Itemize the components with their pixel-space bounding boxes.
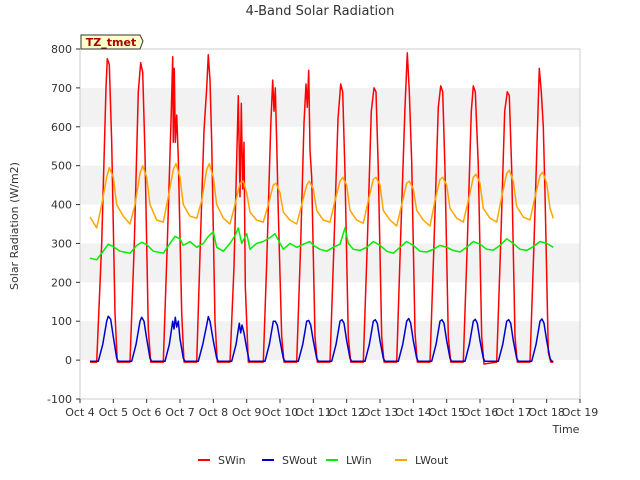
x-tick-label: Oct 6 <box>132 406 162 419</box>
chart-title: 4-Band Solar Radiation <box>246 4 395 19</box>
x-tick-label: Oct 7 <box>165 406 195 419</box>
x-tick-label: Oct 16 <box>462 406 499 419</box>
grid-bands <box>80 49 580 399</box>
series-line-swin <box>90 52 554 365</box>
x-tick-label: Oct 13 <box>362 406 399 419</box>
x-tick-label: Oct 5 <box>99 406 129 419</box>
y-tick-label: 400 <box>51 199 72 212</box>
y-tick-label: 800 <box>51 43 72 56</box>
legend-label-lwout: LWout <box>415 454 449 467</box>
grid-band <box>80 165 580 205</box>
x-tick-label: Oct 9 <box>232 406 262 419</box>
y-tick-label: 100 <box>51 315 72 328</box>
x-tick-label: Oct 10 <box>262 406 299 419</box>
legend: SWin SWout LWin LWout <box>198 454 449 467</box>
x-tick-label: Oct 15 <box>428 406 465 419</box>
x-tick-label: Oct 17 <box>495 406 532 419</box>
y-tick-label: 700 <box>51 82 72 95</box>
x-tick-label: Oct 4 <box>65 406 95 419</box>
site-label: TZ_tmet <box>86 36 136 49</box>
legend-label-lwin: LWin <box>346 454 372 467</box>
y-tick-label: 600 <box>51 121 72 134</box>
site-label-box: TZ_tmet <box>80 34 144 50</box>
y-tick-label: -100 <box>47 393 72 406</box>
legend-label-swout: SWout <box>282 454 318 467</box>
x-tick-label: Oct 12 <box>328 406 365 419</box>
series-layer <box>89 52 555 365</box>
series-line-lwout <box>89 162 555 229</box>
x-tick-label: Oct 11 <box>295 406 332 419</box>
series-line-lwin <box>89 227 554 261</box>
plot-area-frame <box>79 48 581 400</box>
x-tick-label: Oct 14 <box>395 406 432 419</box>
y-tick-label: 0 <box>65 354 72 367</box>
x-tick-label: Oct 8 <box>199 406 229 419</box>
y-tick-label: 500 <box>51 160 72 173</box>
legend-label-swin: SWin <box>218 454 246 467</box>
x-axis-title: Time <box>552 423 580 436</box>
y-tick-label: 200 <box>51 276 72 289</box>
series-line-swout <box>90 315 554 363</box>
y-tick-label: 300 <box>51 237 72 250</box>
x-tick-label: Oct 18 <box>528 406 565 419</box>
y-axis-title: Solar Radiation (W/m2) <box>8 162 21 290</box>
x-tick-label: Oct 19 <box>562 406 599 419</box>
grid-band <box>80 87 580 127</box>
